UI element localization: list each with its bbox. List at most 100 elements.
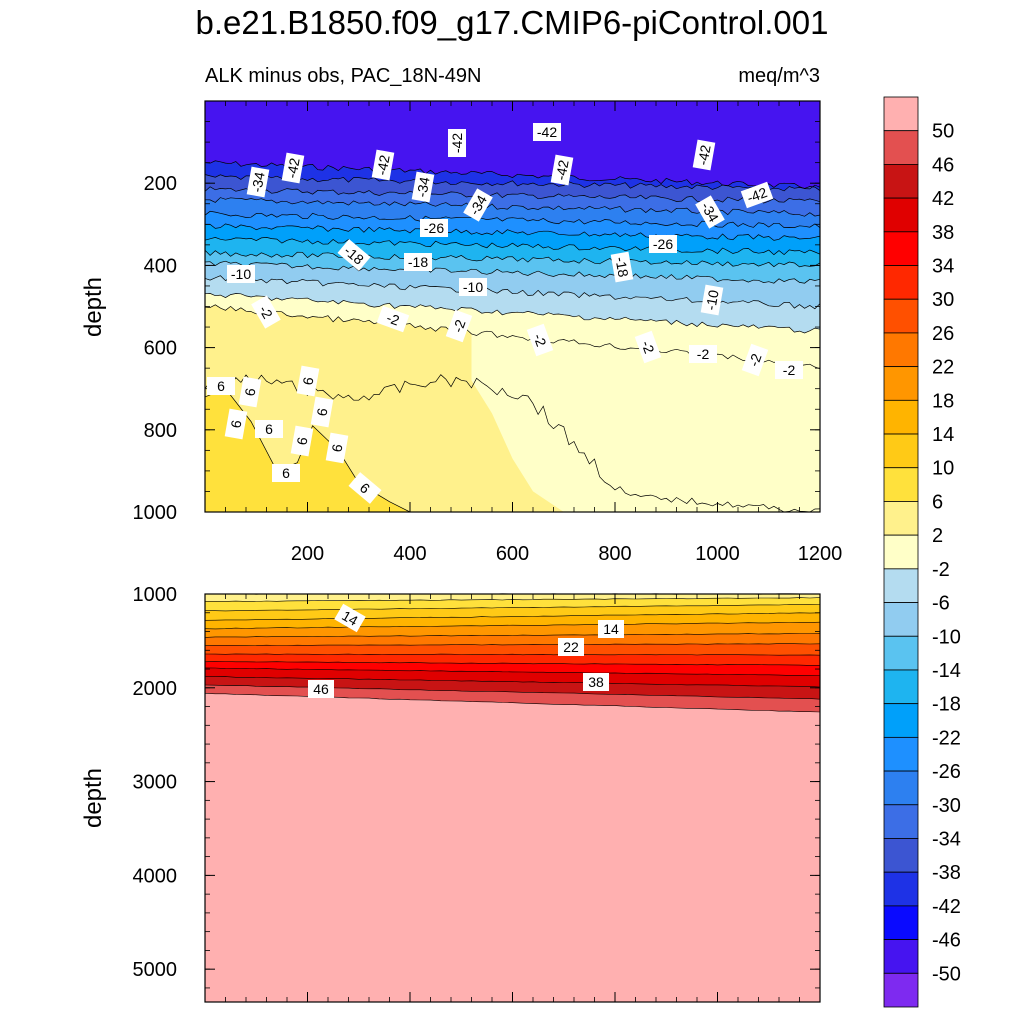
colorbar-label: -10: [932, 626, 961, 648]
lower-panel: 1000 2000 3000 4000 5000 14 14 22 46 38 depth: [80, 584, 821, 1003]
contour-label-text: -42: [283, 156, 302, 179]
contour-label: 6: [224, 408, 248, 440]
contour-label-box: [598, 620, 624, 638]
upper-ticks: 200 400 600 800 1000 1200 200 400 600 800 1000: [133, 101, 842, 565]
colorbar-swatch: [883, 265, 919, 300]
contour-label-box: [224, 408, 248, 440]
colorbar-swatch: [883, 298, 919, 334]
contour-label: -42: [533, 123, 561, 141]
contour-label-text: -2: [783, 362, 796, 378]
contour-label-text: -26: [653, 236, 673, 252]
contour-label-box: [290, 425, 314, 457]
lower-contour-line: [204, 693, 821, 713]
contour-label-text: -42: [449, 133, 465, 153]
colorbar-swatch: [883, 467, 919, 502]
contour-label-box: [246, 166, 270, 198]
contour-label-text: -10: [231, 266, 251, 282]
contour-label-box: [348, 472, 382, 504]
contour-label: -42: [371, 149, 395, 181]
contour-label-text: -10: [702, 288, 721, 311]
contour-label-box: [526, 323, 554, 357]
contour-label: -2: [775, 361, 803, 379]
colorbar-swatch: [883, 433, 919, 469]
contour-label: -2: [376, 305, 410, 333]
contour-label-box: [272, 464, 300, 482]
colorbar-swatch: [883, 534, 919, 570]
contour-label-text: -18: [612, 256, 631, 279]
colorbar-swatch: [883, 905, 919, 940]
colorbar-swatch: [883, 703, 919, 738]
lower-fill-regions: [205, 593, 820, 1002]
contour-label: -42: [740, 181, 774, 209]
x-tick-label: 600: [496, 543, 529, 565]
colorbar-label: -22: [932, 727, 961, 749]
x-tick-label: 800: [598, 543, 631, 565]
contour-label-text: 22: [563, 639, 579, 655]
colorbar-swatch: [883, 501, 919, 536]
contour-label: -26: [420, 219, 448, 237]
contour-label: -34: [246, 166, 270, 198]
contour-label: -10: [227, 265, 255, 283]
colorbar-label: -6: [932, 593, 950, 615]
contour-label-text: -42: [552, 158, 571, 181]
y-tick-label: 400: [144, 255, 177, 277]
y-tick-label: 200: [144, 173, 177, 195]
upper-contour-line: [204, 304, 821, 370]
contour-label-box: [227, 265, 255, 283]
contour-label-text: -2: [449, 317, 468, 334]
upper-contour-line: [204, 210, 821, 228]
lower-contour-line: [204, 676, 821, 688]
contour-label: 6: [325, 432, 349, 464]
chart-subtitle-left: ALK minus obs, PAC_18N-49N: [205, 65, 481, 87]
contour-label-box: [689, 345, 717, 363]
contour-label: -2: [526, 323, 554, 357]
contour-label: 6: [255, 420, 283, 438]
contour-label-box: [741, 343, 769, 377]
colorbar-label: -18: [932, 694, 961, 716]
contour-label-text: 14: [603, 621, 619, 637]
lower-contour-line: [204, 604, 821, 612]
y-tick-label: 5000: [133, 959, 178, 981]
contour-label-text: 14: [339, 607, 361, 629]
contour-label-text: 6: [299, 376, 316, 387]
colorbar-label: -42: [932, 896, 961, 918]
contour-label-box: [376, 305, 410, 333]
colorbar-swatch: [883, 871, 919, 907]
colorbar-label: -30: [932, 795, 961, 817]
contour-label-box: [296, 365, 320, 397]
contour-label-text: 6: [282, 465, 290, 481]
contour-label-text: -2: [384, 309, 401, 328]
contour-label: 6: [290, 425, 314, 457]
colorbar-swatch: [883, 399, 919, 435]
lower-ticks: 1000 2000 3000 4000 5000: [133, 584, 821, 1002]
contour-label-text: -2: [745, 351, 764, 368]
contour-label-box: [533, 123, 561, 141]
contour-label: -34: [411, 171, 435, 203]
colorbar-label: -26: [932, 761, 961, 783]
contour-label: -2: [251, 295, 281, 329]
colorbar-swatch: [883, 669, 919, 705]
contour-label: -2: [689, 345, 717, 363]
contour-label-box: [695, 195, 725, 229]
contour-label-text: -18: [408, 254, 428, 270]
lower-contour-line: [204, 621, 821, 630]
upper-contour-line: [204, 223, 821, 241]
colorbar-swatch: [883, 197, 919, 233]
contour-label-box: [459, 278, 487, 296]
contour-label-text: -2: [638, 338, 657, 355]
lower-contour-line: [204, 661, 821, 666]
chart-title: b.e21.B1850.f09_g17.CMIP6-piControl.001: [195, 4, 829, 41]
colorbar-swatch: [883, 332, 919, 368]
contour-label: -42: [692, 139, 716, 171]
colorbar-label: 18: [932, 390, 954, 412]
colorbar-swatch: [883, 972, 919, 1008]
colorbar-label: -38: [932, 862, 961, 884]
colorbar-label: 50: [932, 121, 954, 143]
contour-label: 22: [558, 638, 584, 656]
lower-contour-line: [204, 653, 821, 656]
x-tick-label: 200: [291, 543, 324, 565]
contour-label-text: -2: [697, 346, 710, 362]
contour-label-box: [281, 152, 305, 184]
colorbar-label: 38: [932, 222, 954, 244]
contour-label-box: [255, 420, 283, 438]
